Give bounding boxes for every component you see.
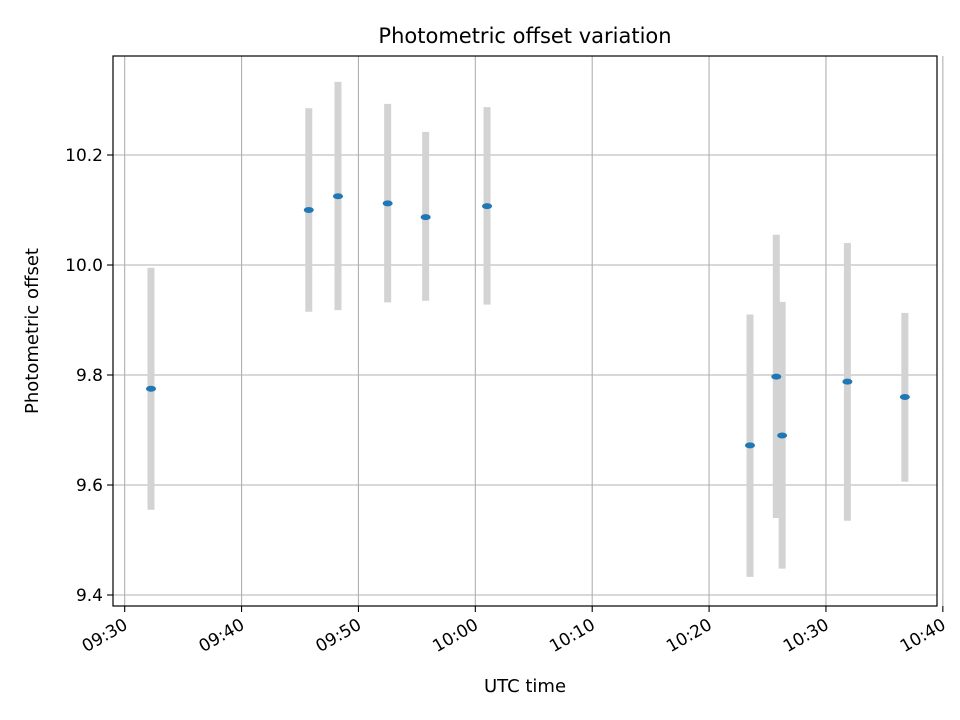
data-point <box>482 203 493 210</box>
x-tick-label: 09:50 <box>313 615 365 657</box>
y-axis-label: Photometric offset <box>22 248 43 414</box>
data-points <box>145 193 910 449</box>
data-point <box>842 378 853 385</box>
x-tick-label: 10:00 <box>429 615 481 657</box>
data-point <box>303 207 314 213</box>
data-point <box>332 193 343 200</box>
y-tick-label: 9.4 <box>76 586 103 606</box>
data-point <box>145 385 156 392</box>
x-tick-label: 10:40 <box>897 615 949 657</box>
plot-frame <box>112 55 938 607</box>
y-axis-ticks: 9.4 9.6 9.8 10.0 10.2 <box>65 146 113 606</box>
x-tick-label: 09:30 <box>79 615 131 657</box>
x-tick-label: 10:30 <box>780 615 832 657</box>
data-point <box>771 373 782 380</box>
data-point <box>744 442 755 449</box>
y-tick-label: 9.8 <box>76 366 103 386</box>
data-point <box>420 214 431 221</box>
x-tick-label: 09:40 <box>196 615 248 657</box>
y-tick-label: 10.0 <box>65 256 103 276</box>
grid <box>113 56 944 606</box>
chart-title: Photometric offset variation <box>378 24 671 48</box>
x-tick-label: 10:20 <box>663 615 715 657</box>
x-tick-label: 10:10 <box>546 615 598 657</box>
data-point <box>777 432 788 439</box>
data-point <box>899 394 910 400</box>
data-point <box>382 200 393 207</box>
x-axis-ticks: 09:30 09:40 09:50 10:00 10:10 10:20 10:30 10:40 <box>79 606 949 657</box>
y-tick-label: 9.6 <box>76 476 103 496</box>
y-tick-label: 10.2 <box>65 146 103 166</box>
x-axis-label: UTC time <box>484 676 566 697</box>
error-bars <box>147 81 909 577</box>
